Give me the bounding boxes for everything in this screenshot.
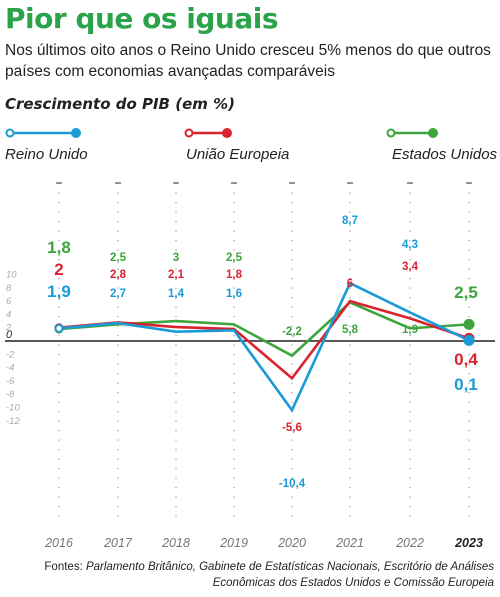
data-label-uk-2023: 0,1 xyxy=(454,375,478,394)
data-label-us-2021: 5,8 xyxy=(342,324,359,336)
series-line-eu xyxy=(58,299,470,381)
y-tick-label-0: 0 xyxy=(6,329,13,341)
data-label-us-2018: 3 xyxy=(173,252,179,264)
legend-marker-eu xyxy=(184,128,232,138)
series-end-point-us xyxy=(463,318,475,330)
data-label-eu-2023: 0,4 xyxy=(454,350,478,369)
x-tick-label-2017: 2017 xyxy=(103,536,133,550)
sources-text: Parlamento Britânico, Gabinete de Estatí… xyxy=(85,561,494,589)
data-label-us-2016: 1,8 xyxy=(47,238,71,257)
data-label-us-2022: 1,9 xyxy=(402,324,418,336)
y-tick-label-8: 8 xyxy=(6,283,12,294)
y-tick-label-2: 2 xyxy=(5,323,12,334)
legend-label-uk: Reino Unido xyxy=(5,146,88,163)
y-tick-label-minus-8: -8 xyxy=(6,389,15,400)
x-tick-label-2020: 2020 xyxy=(277,536,306,550)
data-label-uk-2016: 1,9 xyxy=(47,282,71,301)
y-tick-label-4: 4 xyxy=(6,309,11,320)
data-label-eu-2018: 2,1 xyxy=(168,269,185,281)
legend-marker-uk xyxy=(5,128,81,138)
data-label-uk-2021: 8,7 xyxy=(342,215,358,227)
chart-subtitle: Nos últimos oito anos o Reino Unido cres… xyxy=(5,42,491,80)
y-tick-label-minus-2: -2 xyxy=(6,349,15,360)
y-tick-label-minus-12: -12 xyxy=(6,416,20,427)
series-start-point-uk xyxy=(54,323,64,333)
y-tick-label-10: 10 xyxy=(6,270,17,281)
legend-label-eu: União Europeia xyxy=(186,146,290,163)
x-tick-label-2023: 2023 xyxy=(454,536,483,550)
data-label-us-2017: 2,5 xyxy=(110,252,127,264)
series-line-uk xyxy=(58,281,470,413)
legend-marker-us xyxy=(386,128,438,138)
chart-title: Pior que os iguais xyxy=(5,2,279,35)
y-tick-label-minus-4: -4 xyxy=(6,363,14,374)
data-label-uk-2020: -10,4 xyxy=(279,478,306,490)
x-tick-label-2021: 2021 xyxy=(335,536,364,550)
data-label-eu-2016: 2 xyxy=(54,260,63,279)
series-end-point-uk xyxy=(463,334,475,346)
sources-note: Fontes: Parlamento Britânico, Gabinete d… xyxy=(14,559,494,591)
x-tick-label-2022: 2022 xyxy=(395,536,424,550)
x-tick-label-2018: 2018 xyxy=(161,536,190,550)
data-label-us-2023: 2,5 xyxy=(454,283,478,302)
data-label-eu-2022: 3,4 xyxy=(402,261,419,273)
x-tick-label-2019: 2019 xyxy=(219,536,248,550)
y-tick-label-minus-6: -6 xyxy=(6,376,15,387)
sources-prefix: Fontes: xyxy=(44,561,83,573)
legend-label-us: Estados Unidos xyxy=(392,146,498,163)
data-label-eu-2020: -5,6 xyxy=(282,422,302,434)
data-label-uk-2022: 4,3 xyxy=(402,239,418,251)
data-label-uk-2018: 1,4 xyxy=(168,288,185,300)
data-label-us-2020: -2,2 xyxy=(282,326,302,338)
y-tick-label-minus-10: -10 xyxy=(6,403,20,414)
data-label-us-2019: 2,5 xyxy=(226,252,243,264)
data-label-uk-2019: 1,6 xyxy=(226,288,242,300)
data-label-uk-2017: 2,7 xyxy=(110,288,126,300)
data-label-eu-2019: 1,8 xyxy=(226,269,243,281)
data-label-eu-2021: 6 xyxy=(347,278,353,290)
x-tick-label-2016: 2016 xyxy=(44,536,73,550)
y-tick-label-6: 6 xyxy=(6,296,12,307)
data-label-eu-2017: 2,8 xyxy=(110,269,127,281)
chart-heading: Crescimento do PIB (em %) xyxy=(5,95,235,113)
